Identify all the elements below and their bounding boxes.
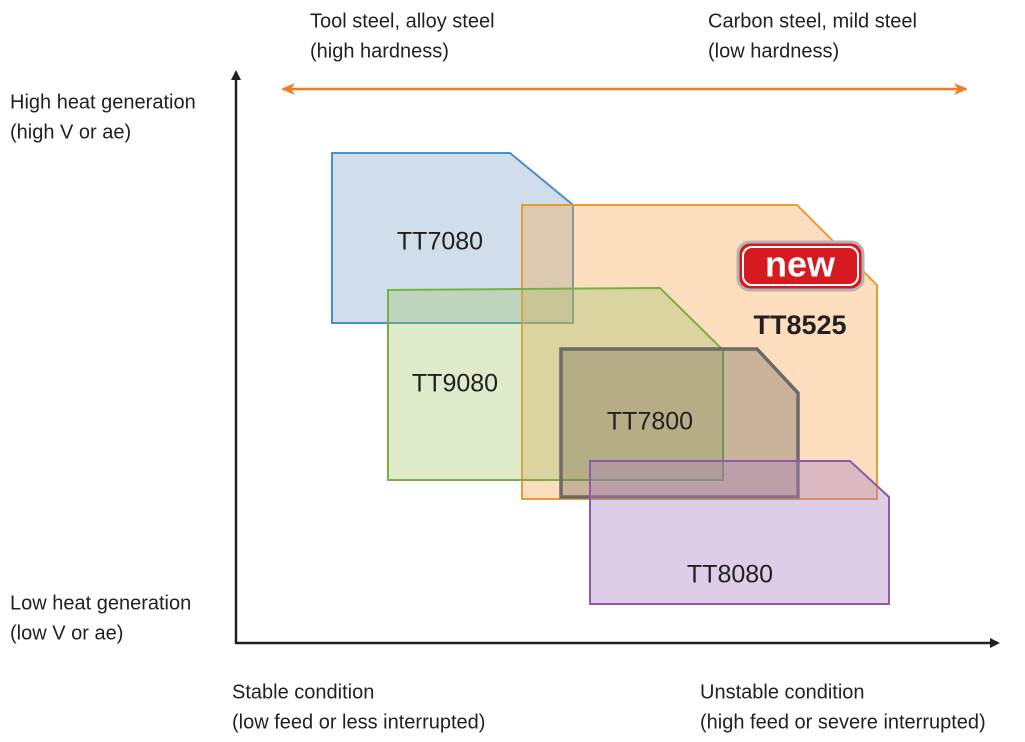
grade-label: TT7080 (397, 228, 483, 256)
grade-region (589, 460, 890, 605)
y-axis-label: (high V or ae) (10, 121, 131, 143)
material-label: (high hardness) (310, 40, 449, 62)
new-badge (736, 240, 865, 292)
grade-region (331, 152, 574, 324)
grade-label: TT9080 (412, 370, 498, 398)
y-axis-label: High heat generation (10, 91, 196, 113)
badge-border (742, 246, 859, 286)
grade-label: TT8080 (687, 561, 773, 589)
material-label: Tool steel, alloy steel (310, 10, 495, 32)
x-axis-label: Unstable condition (700, 681, 865, 703)
material-label: Carbon steel, mild steel (708, 10, 917, 32)
badge-text: new (765, 244, 836, 285)
material-label: (low hardness) (708, 40, 839, 62)
y-axis-label: Low heat generation (10, 592, 191, 614)
grade-label: TT8525 (753, 310, 846, 340)
x-axis-label: (low feed or less interrupted) (232, 711, 485, 733)
x-axis-label: Stable condition (232, 681, 374, 703)
x-axis-label: (high feed or severe interrupted) (700, 711, 986, 733)
y-axis-label: (low V or ae) (10, 622, 123, 644)
grade-label: TT7800 (607, 408, 693, 436)
grade-region (387, 286, 724, 481)
